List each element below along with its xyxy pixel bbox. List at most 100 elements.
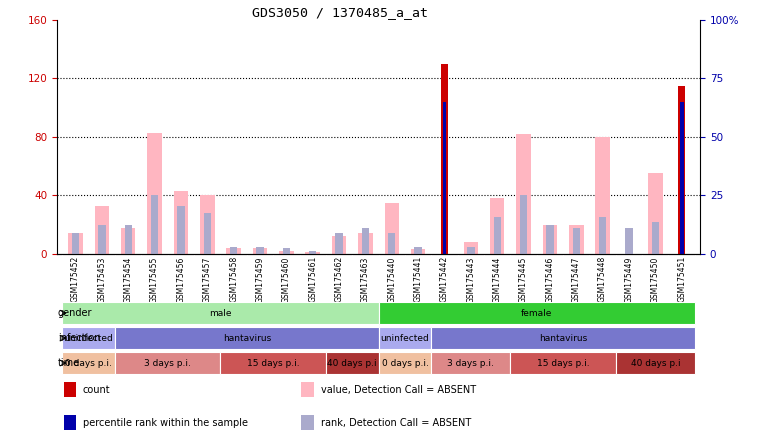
Bar [361, 228, 369, 254]
Bar [98, 225, 106, 254]
Text: GSM175447: GSM175447 [572, 256, 581, 303]
Text: 3 days p.i.: 3 days p.i. [447, 359, 495, 368]
Bar [177, 206, 185, 254]
Text: GSM175442: GSM175442 [440, 256, 449, 302]
Bar [115, 352, 221, 374]
Bar [511, 352, 616, 374]
Bar [200, 195, 215, 254]
Bar [379, 302, 695, 325]
Bar [569, 225, 584, 254]
Bar [490, 198, 505, 254]
Bar [358, 234, 373, 254]
Bar [301, 382, 314, 397]
Bar [442, 102, 447, 254]
Bar [62, 302, 379, 325]
Bar [384, 203, 399, 254]
Bar [62, 352, 115, 374]
Text: GSM175459: GSM175459 [256, 256, 265, 303]
Text: GSM175463: GSM175463 [361, 256, 370, 303]
Text: count: count [83, 385, 110, 395]
Text: female: female [521, 309, 552, 317]
Text: GSM175443: GSM175443 [466, 256, 476, 303]
Bar [227, 248, 241, 254]
Bar [651, 222, 659, 254]
Text: rank, Detection Call = ABSENT: rank, Detection Call = ABSENT [320, 418, 471, 428]
Text: uninfected: uninfected [65, 333, 113, 343]
Text: GSM175451: GSM175451 [677, 256, 686, 302]
Bar [148, 133, 162, 254]
Bar [546, 225, 553, 254]
Bar [379, 352, 431, 374]
Text: GSM175457: GSM175457 [202, 256, 212, 303]
Bar [174, 191, 188, 254]
Bar [516, 134, 530, 254]
Bar [230, 246, 237, 254]
Text: GSM175462: GSM175462 [335, 256, 343, 302]
Title: GDS3050 / 1370485_a_at: GDS3050 / 1370485_a_at [252, 6, 428, 19]
Text: GSM175460: GSM175460 [282, 256, 291, 303]
Bar [520, 195, 527, 254]
Text: hantavirus: hantavirus [539, 333, 587, 343]
Bar [599, 217, 607, 254]
Bar [256, 246, 264, 254]
Bar [279, 251, 294, 254]
Bar [282, 248, 290, 254]
Bar [253, 248, 267, 254]
Text: GSM175450: GSM175450 [651, 256, 660, 303]
Bar [68, 234, 83, 254]
Bar [305, 253, 320, 254]
Text: 0 days p.i.: 0 days p.i. [65, 359, 112, 368]
Text: GSM175440: GSM175440 [387, 256, 396, 303]
Bar [463, 242, 478, 254]
Bar [125, 225, 132, 254]
Bar [431, 327, 695, 349]
Bar [467, 246, 475, 254]
Bar [572, 228, 580, 254]
Text: 15 days p.i.: 15 days p.i. [537, 359, 589, 368]
Bar [151, 195, 158, 254]
Bar [441, 64, 448, 254]
Bar [678, 86, 686, 254]
Text: time: time [58, 358, 80, 368]
Text: GSM175454: GSM175454 [124, 256, 132, 303]
Bar [336, 234, 342, 254]
Text: GSM175445: GSM175445 [519, 256, 528, 303]
Bar [326, 352, 378, 374]
Bar [680, 102, 683, 254]
Bar [431, 352, 511, 374]
Text: male: male [209, 309, 231, 317]
Text: 40 days p.i: 40 days p.i [631, 359, 680, 368]
Text: 15 days p.i.: 15 days p.i. [247, 359, 300, 368]
Text: GSM175455: GSM175455 [150, 256, 159, 303]
Text: uninfected: uninfected [380, 333, 429, 343]
Bar [441, 195, 448, 254]
Text: GSM175452: GSM175452 [71, 256, 80, 302]
Bar [411, 250, 425, 254]
Bar [94, 206, 109, 254]
Bar [301, 415, 314, 430]
Text: GSM175456: GSM175456 [177, 256, 186, 303]
Bar [62, 327, 115, 349]
Bar [379, 327, 431, 349]
Text: infection: infection [58, 333, 100, 343]
Bar [648, 174, 663, 254]
Text: 0 days p.i.: 0 days p.i. [381, 359, 428, 368]
Bar [493, 217, 501, 254]
Bar [309, 251, 317, 254]
Text: GSM175446: GSM175446 [546, 256, 555, 303]
Text: GSM175449: GSM175449 [625, 256, 633, 303]
Bar [63, 415, 76, 430]
Bar [543, 225, 557, 254]
Bar [221, 352, 326, 374]
Text: value, Detection Call = ABSENT: value, Detection Call = ABSENT [320, 385, 476, 395]
Bar [616, 352, 695, 374]
Text: percentile rank within the sample: percentile rank within the sample [83, 418, 248, 428]
Bar [678, 195, 686, 254]
Bar [72, 234, 79, 254]
Text: 3 days p.i.: 3 days p.i. [145, 359, 191, 368]
Bar [595, 137, 610, 254]
Text: gender: gender [58, 308, 92, 318]
Bar [332, 236, 346, 254]
Text: GSM175458: GSM175458 [229, 256, 238, 302]
Text: hantavirus: hantavirus [223, 333, 271, 343]
